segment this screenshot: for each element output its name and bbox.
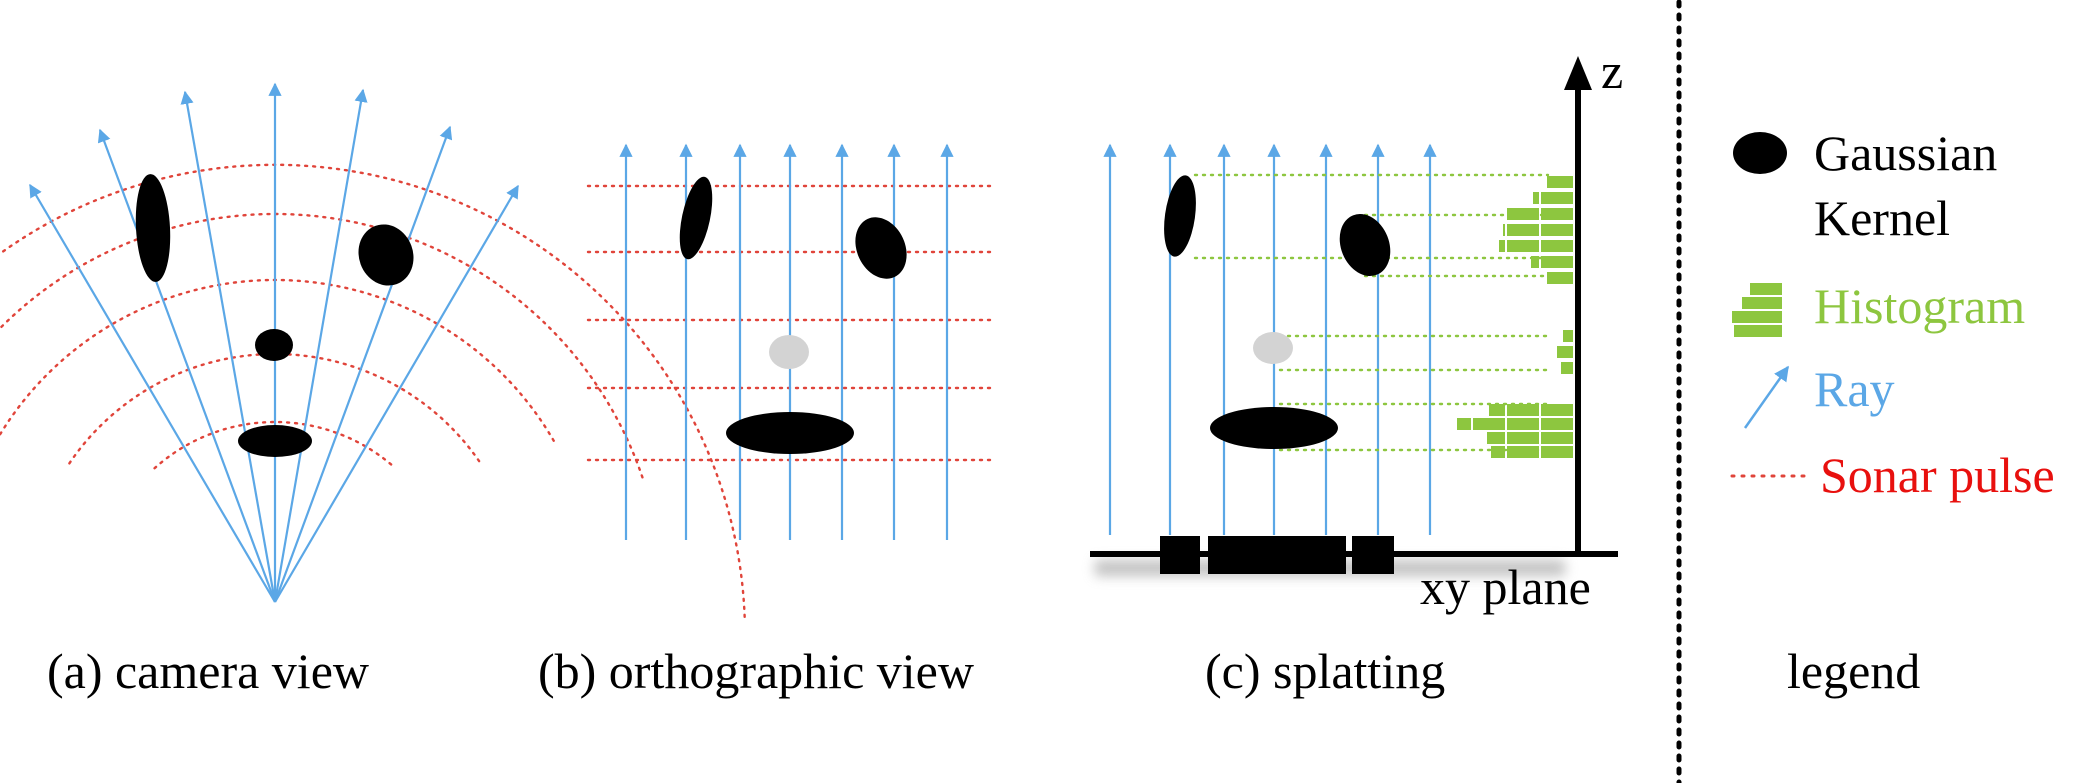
gaussian-kernel — [855, 217, 907, 279]
gaussian-kernel — [358, 224, 414, 286]
legend-caption: legend — [1787, 643, 1920, 699]
histogram-brick — [1503, 224, 1505, 236]
histogram-icon-bar — [1732, 311, 1782, 323]
legend-label-gaussian-kernel-line2: Kernel — [1814, 190, 1950, 246]
orthographic-gaussian-kernels — [679, 176, 907, 454]
splatting-gaussian-kernels — [1164, 175, 1391, 449]
legend-label-gaussian-kernel: Gaussian — [1814, 125, 1997, 181]
ray-line — [273, 88, 368, 603]
histogram-icon-bar — [1742, 297, 1782, 309]
occluded-gaussian-kernel — [1253, 332, 1293, 364]
splatting-rays — [1103, 143, 1437, 535]
histogram-brick — [1491, 446, 1505, 458]
histogram-brick — [1541, 256, 1573, 268]
histogram-brick — [1541, 432, 1573, 444]
histogram-icon-bar — [1750, 283, 1782, 295]
histogram-icon-bar — [1734, 325, 1782, 337]
gaussian-kernel — [238, 425, 312, 457]
footprint-block — [1160, 536, 1200, 574]
histogram-brick — [1547, 176, 1573, 188]
footprint-blocks — [1160, 536, 1394, 574]
histogram-brick — [1487, 432, 1505, 444]
gaussian-kernel — [255, 329, 293, 361]
histogram-brick — [1507, 240, 1539, 252]
histogram-brick — [1541, 446, 1573, 458]
sonar-pulse-arc — [0, 212, 646, 484]
histogram-brick — [1541, 418, 1573, 430]
orthographic-view-caption: (b) orthographic view — [538, 643, 974, 699]
histogram — [1457, 176, 1573, 458]
ray-line — [97, 128, 277, 603]
ray-line — [180, 90, 277, 603]
gaussian-kernel — [726, 412, 854, 454]
histogram-brick — [1473, 418, 1505, 430]
splatting-caption: (c) splatting — [1205, 643, 1445, 699]
histogram-brick — [1489, 404, 1505, 416]
ray-line — [29, 183, 276, 603]
z-axis-label: z — [1601, 43, 1623, 99]
histogram-brick — [1541, 240, 1573, 252]
gaussian-kernel-icon — [1733, 132, 1787, 174]
footprint-block — [1352, 536, 1394, 574]
camera-view-panel: (a) camera view — [0, 82, 746, 699]
camera-gaussian-kernels — [135, 174, 414, 457]
histogram-brick — [1541, 224, 1573, 236]
histogram-brick — [1507, 446, 1539, 458]
histogram-brick — [1499, 240, 1505, 252]
ray-arrow-icon — [1743, 365, 1790, 429]
footprint-block — [1208, 536, 1346, 574]
occluded-gaussian-kernel — [769, 335, 809, 369]
histogram-brick — [1561, 362, 1573, 374]
histogram-brick — [1507, 418, 1539, 430]
legend-label-sonar-pulse: Sonar pulse — [1820, 447, 2055, 503]
camera-view-caption: (a) camera view — [47, 643, 369, 699]
legend-label-ray: Ray — [1814, 361, 1895, 417]
ray-line — [274, 184, 519, 603]
gaussian-kernel — [135, 174, 171, 282]
gaussian-kernel — [1339, 213, 1391, 277]
histogram-brick — [1541, 208, 1573, 220]
histogram-icon — [1732, 283, 1782, 337]
gaussian-kernel — [1164, 175, 1196, 257]
histogram-brick — [1533, 192, 1539, 204]
histogram-brick — [1531, 256, 1539, 268]
histogram-brick — [1507, 224, 1539, 236]
histogram-brick — [1507, 208, 1539, 220]
histogram-brick — [1541, 192, 1573, 204]
histogram-brick — [1541, 404, 1573, 416]
histogram-brick — [1507, 432, 1539, 444]
legend: Gaussian Kernel Histogram Ray Sonar puls… — [1730, 125, 2055, 699]
histogram-brick — [1457, 418, 1471, 430]
legend-label-histogram: Histogram — [1814, 278, 2025, 334]
gaussian-kernel — [679, 176, 713, 260]
splatting-panel: z xy plane (c) splatting — [1090, 43, 1623, 699]
orthographic-view-panel: (b) orthographic view — [538, 143, 994, 699]
histogram-brick — [1547, 272, 1573, 284]
z-axis-arrowhead — [1564, 56, 1592, 90]
histogram-brick — [1557, 346, 1573, 358]
gaussian-kernel — [1210, 407, 1338, 449]
ray-line — [273, 125, 453, 603]
histogram-brick — [1563, 330, 1573, 342]
xy-plane-label: xy plane — [1420, 559, 1591, 615]
histogram-brick — [1507, 404, 1539, 416]
